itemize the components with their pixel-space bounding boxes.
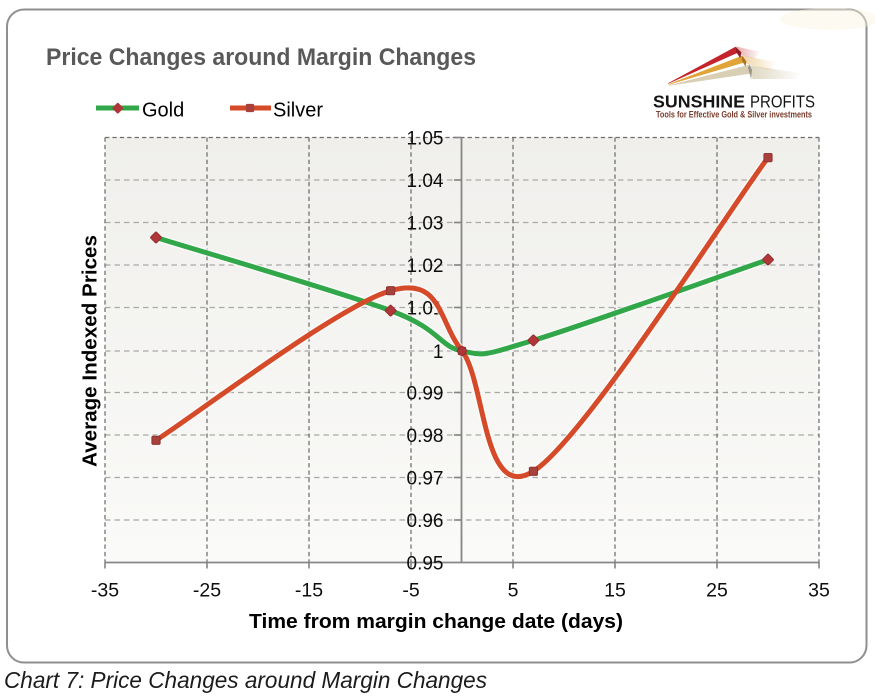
svg-text:0.96: 0.96	[407, 511, 444, 532]
svg-text:SUNSHINE: SUNSHINE	[653, 92, 745, 112]
svg-text:Average Indexed Prices: Average Indexed Prices	[79, 235, 102, 467]
svg-text:5: 5	[508, 580, 519, 602]
svg-text:35: 35	[808, 580, 830, 602]
svg-text:-5: -5	[402, 580, 419, 602]
svg-text:-25: -25	[193, 580, 221, 602]
svg-text:1.04: 1.04	[407, 171, 444, 192]
svg-text:25: 25	[706, 580, 728, 602]
svg-text:15: 15	[604, 580, 626, 602]
svg-text:Price Changes around Margin Ch: Price Changes around Margin Changes	[46, 44, 476, 71]
svg-text:0.99: 0.99	[407, 384, 444, 405]
svg-text:Chart 7: Price Changes around: Chart 7: Price Changes around Margin Cha…	[4, 667, 487, 693]
svg-text:1.03: 1.03	[407, 214, 444, 235]
svg-text:-15: -15	[295, 580, 323, 602]
svg-text:1: 1	[433, 342, 444, 363]
svg-text:1.05: 1.05	[407, 129, 444, 150]
svg-text:Tools for Effective Gold & Sil: Tools for Effective Gold & Silver invest…	[656, 110, 812, 121]
svg-text:0.95: 0.95	[407, 554, 444, 575]
svg-text:Silver: Silver	[273, 100, 323, 122]
svg-text:-35: -35	[91, 580, 119, 602]
svg-text:0.97: 0.97	[407, 469, 444, 490]
svg-text:PROFITS: PROFITS	[750, 92, 815, 112]
svg-text:0.98: 0.98	[407, 426, 444, 447]
svg-text:Gold: Gold	[142, 100, 184, 122]
svg-text:Time from margin change date (: Time from margin change date (days)	[249, 610, 623, 633]
svg-text:1.02: 1.02	[407, 256, 444, 277]
